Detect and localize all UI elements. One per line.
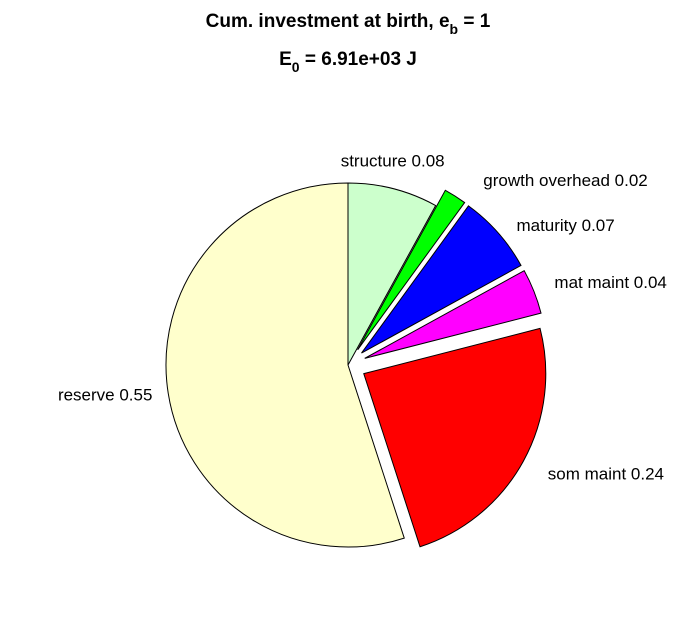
pie-slice-growth-overhead xyxy=(357,189,466,351)
pie-label-growth-overhead: growth overhead 0.02 xyxy=(483,171,647,190)
title-2-subscript: 0 xyxy=(292,59,300,75)
pie-slice-maturity xyxy=(361,205,522,354)
chart-title-line-1: Cum. investment at birth, eb = 1 xyxy=(206,11,491,37)
pie-label-maturity: maturity 0.07 xyxy=(516,216,614,235)
pie-slices xyxy=(165,182,547,548)
pie-labels: structure 0.08 growth overhead 0.02 maturi… xyxy=(58,151,667,483)
pie-slice-reserve xyxy=(165,182,405,548)
title-2-tail: = 6.91e+03 J xyxy=(300,49,417,70)
chart-title-line-2: E0 = 6.91e+03 J xyxy=(279,49,417,75)
pie-slice-mat-maint xyxy=(364,270,542,359)
pie-slice-som-maint xyxy=(363,327,547,548)
pie-label-som-maint: som maint 0.24 xyxy=(548,464,664,483)
pie-slice-structure xyxy=(347,182,437,366)
pie-label-structure: structure 0.08 xyxy=(341,151,445,170)
pie-label-mat-maint: mat maint 0.04 xyxy=(554,273,666,292)
pie-label-reserve: reserve 0.55 xyxy=(58,385,153,404)
title-1-subscript: b xyxy=(450,21,459,37)
title-1-main: Cum. investment at birth, e xyxy=(206,11,450,32)
title-2-main: E xyxy=(279,49,292,70)
title-1-tail: = 1 xyxy=(458,11,491,32)
